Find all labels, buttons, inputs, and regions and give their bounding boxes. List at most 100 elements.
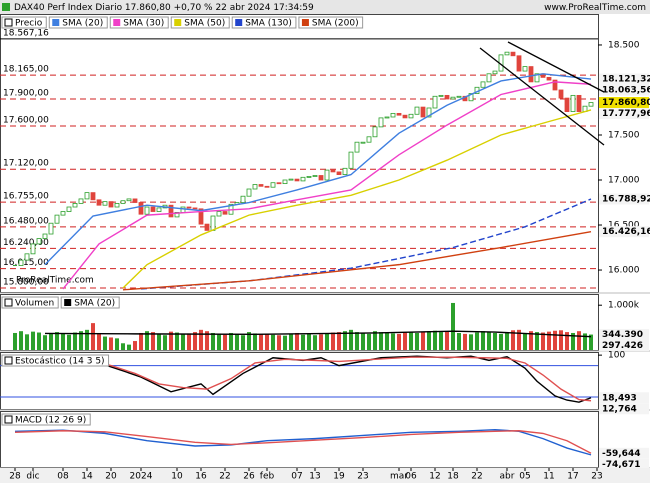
x-tick-label: abr	[500, 472, 515, 482]
candle	[432, 95, 438, 109]
candle	[438, 94, 444, 97]
volume-bar	[193, 332, 197, 350]
candle	[78, 198, 84, 204]
legend-label: Precio	[15, 19, 43, 29]
legend-label: SMA (20)	[62, 19, 103, 29]
x-tick-label: 17	[567, 472, 578, 482]
volume-bar	[97, 332, 101, 350]
candle	[144, 206, 150, 215]
level-label: 17.900,00	[3, 88, 49, 98]
value-label-box	[599, 340, 649, 352]
level-label: 16.480,00	[3, 216, 49, 226]
value-label: 344.390	[602, 330, 643, 340]
volume-bar	[469, 334, 473, 350]
volume-bar	[541, 332, 545, 350]
volume-bar	[361, 332, 365, 350]
level-label: 17.120,00	[3, 159, 49, 169]
candle	[288, 178, 294, 181]
volume-bar	[487, 332, 491, 350]
y-tick-label: 100	[608, 351, 625, 361]
volume-bar	[121, 343, 125, 350]
candle	[204, 223, 210, 231]
value-label: 297.426	[602, 341, 643, 351]
candle	[420, 106, 426, 118]
value-label-box	[599, 403, 649, 415]
legend-item: SMA (130)	[231, 16, 297, 29]
x-tick-label: 22	[471, 472, 482, 482]
candle	[348, 151, 354, 169]
trend-line	[507, 41, 605, 93]
volume-bar	[241, 335, 245, 350]
volume-bar	[355, 332, 359, 350]
candle	[90, 192, 96, 201]
volume-bar	[247, 332, 251, 350]
watermark: ProRealTime.com	[16, 276, 94, 286]
candle	[426, 107, 432, 118]
volume-bar	[313, 335, 317, 350]
candle	[408, 113, 414, 119]
y-tick-label: 16.000	[608, 266, 640, 276]
x-tick-label: 2024	[130, 472, 153, 482]
volume-bar	[37, 332, 41, 350]
candle	[534, 73, 540, 83]
x-tick-label: 07	[291, 472, 302, 482]
legend-swatch	[235, 19, 243, 26]
candle	[294, 178, 300, 182]
value-label-box	[599, 392, 649, 404]
volume-bar	[349, 329, 353, 350]
candle	[486, 73, 492, 83]
candle	[564, 97, 570, 112]
plot-layer: 18.50018.00017.50017.00016.50016.00018.5…	[0, 14, 650, 483]
candle	[54, 214, 60, 224]
value-label: -59,644	[602, 449, 640, 459]
volume-bar	[391, 333, 395, 350]
legend-swatch	[4, 356, 13, 365]
x-tick-label: 16	[195, 472, 207, 482]
volume-bar	[259, 334, 263, 350]
candle	[444, 94, 450, 100]
series-line	[44, 73, 592, 266]
volume-bar	[43, 335, 47, 350]
volume-bar	[481, 331, 485, 350]
candle	[480, 81, 486, 88]
volume-bar	[343, 331, 347, 350]
header-title: DAX40 Perf Index Diario 17.860,80 +0,70 …	[14, 3, 314, 13]
x-tick-label: 19	[333, 472, 345, 482]
volume-bar	[19, 331, 23, 350]
y-tick-label: 16.500	[608, 221, 640, 231]
volume-bar	[115, 338, 119, 350]
legend-box	[231, 16, 297, 29]
volume-bar	[457, 332, 461, 350]
legend-box	[1, 16, 47, 29]
volume-bar	[157, 333, 161, 350]
volume-bar	[163, 335, 167, 350]
volume-bar	[235, 334, 239, 350]
candle	[24, 253, 30, 261]
volume-bar	[547, 331, 551, 350]
volume-bar	[577, 331, 581, 350]
candle	[570, 94, 576, 112]
volume-bar	[295, 332, 299, 350]
x-tick-label: 11	[543, 472, 554, 482]
volume-bar	[211, 332, 215, 350]
value-label-box	[599, 193, 649, 205]
legend-item: Estocástico (14 3 5)	[1, 354, 110, 367]
value-label-box	[599, 226, 649, 238]
trend-line	[479, 47, 605, 146]
legend-box	[170, 16, 230, 29]
y-tick-label: 18.500	[608, 40, 640, 50]
value-label: 18.063,56	[602, 86, 650, 96]
volume-bar	[283, 335, 287, 350]
level-label: 17.600,00	[3, 115, 49, 125]
candle	[222, 211, 228, 215]
candle	[48, 222, 54, 235]
legend-label: Estocástico (14 3 5)	[15, 357, 105, 367]
volume-bar	[589, 334, 593, 350]
value-label-box	[599, 73, 649, 85]
candle	[84, 192, 90, 200]
candle	[312, 175, 318, 177]
candle	[300, 176, 306, 182]
candle	[60, 211, 66, 216]
x-tick-label: 26	[243, 472, 255, 482]
